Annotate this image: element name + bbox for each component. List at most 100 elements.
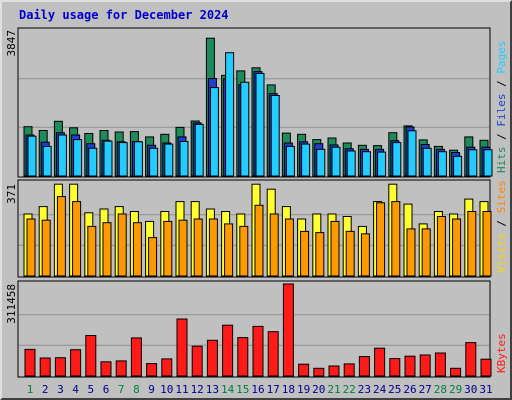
sites-bar-23 [360,233,370,277]
pages-bar-16 [255,73,265,177]
kbytes-bar-25 [389,358,401,377]
kbytes-bar-21 [328,365,340,377]
kbytes-bar-3 [54,357,66,377]
pages-bar-20 [316,148,326,177]
x-tick-label: 29 [449,383,462,396]
x-tick-label: 26 [403,383,416,396]
pages-bar-19 [301,143,311,177]
x-tick-label: 25 [388,383,401,396]
x-tick-label: 16 [251,383,264,396]
kbytes-bar-14 [222,324,234,377]
pages-bar-11 [179,141,189,177]
sites-bar-13 [208,218,218,277]
sites-bar-25 [391,201,401,277]
kbytes-bar-13 [206,339,218,377]
sites-bar-22 [345,230,355,277]
x-tick-label: 2 [42,383,49,396]
kbytes-bar-15 [237,337,249,377]
pages-bar-17 [270,95,280,177]
kbytes-bar-29 [450,367,462,377]
kbytes-bar-9 [146,363,158,377]
x-tick-label: 3 [57,383,64,396]
sites-bar-1 [26,218,36,277]
legend-entry: Pages [495,41,508,74]
sites-bar-10 [163,220,173,277]
pages-bar-24 [377,151,387,177]
middle-y-max-label: 371 [5,184,18,204]
pages-bar-31 [483,149,493,177]
pages-bar-6 [103,140,113,177]
kbytes-bar-12 [191,345,203,377]
sites-bar-2 [41,219,51,277]
pages-bar-23 [361,151,371,177]
x-tick-label: 28 [434,383,447,396]
x-tick-label: 6 [103,383,110,396]
sites-bar-20 [315,232,325,277]
legend-entry: / [495,213,508,233]
pages-bar-9 [149,147,159,177]
kbytes-bar-8 [130,337,142,377]
pages-bar-10 [164,143,174,177]
x-tick-label: 12 [191,383,204,396]
kbytes-bar-31 [480,358,492,377]
legend-entry: Sites [495,180,508,213]
x-tick-label: 24 [373,383,387,396]
sites-bar-4 [72,201,82,277]
pages-bar-13 [209,87,219,177]
pages-bar-5 [88,147,98,177]
sites-bar-15 [239,225,249,277]
x-tick-label: 15 [236,383,249,396]
legend-entry: Hits [495,147,508,174]
pages-bar-30 [468,149,478,177]
pages-bar-8 [133,141,143,177]
sites-bar-12 [193,218,203,277]
x-tick-label: 30 [464,383,477,396]
sites-bar-30 [467,211,477,277]
pages-bar-29 [453,155,463,177]
pages-bar-2 [42,145,52,177]
x-tick-label: 5 [87,383,94,396]
x-tick-label: 27 [419,383,432,396]
pages-bar-12 [194,123,204,177]
legend-entry: KBytes [495,333,508,373]
kbytes-bar-5 [85,335,97,377]
sites-bar-16 [254,204,264,277]
x-tick-label: 11 [175,383,188,396]
x-tick-label: 31 [479,383,492,396]
kbytes-bar-28 [434,352,446,377]
middle-legend: Visits / Sites [495,180,508,273]
pages-bar-4 [73,139,83,177]
sites-bar-7 [117,213,127,277]
pages-bar-14 [225,52,235,177]
kbytes-bar-26 [404,355,416,377]
pages-bar-26 [407,130,417,177]
pages-bar-25 [392,142,402,177]
x-tick-label: 10 [160,383,173,396]
kbytes-bar-4 [70,349,82,377]
bottom-legend: KBytes [495,333,508,373]
x-tick-label: 7 [118,383,125,396]
kbytes-bar-7 [115,360,127,377]
sites-bar-5 [87,225,97,277]
sites-bar-19 [300,230,310,277]
sites-bar-26 [406,228,416,277]
kbytes-bar-27 [419,354,431,377]
kbytes-bar-19 [298,363,310,377]
pages-bar-18 [285,145,295,177]
legend-entry: Visits [495,233,508,273]
top-legend: Hits / Files / Pages [495,41,508,174]
sites-bar-6 [102,222,112,277]
bottom-y-max-label: 311458 [5,284,18,324]
pages-bar-1 [27,135,37,177]
kbytes-bar-2 [39,357,51,377]
kbytes-bar-30 [465,342,477,377]
kbytes-bar-11 [176,318,188,377]
sites-bar-27 [421,228,431,277]
kbytes-bar-1 [24,348,36,377]
x-tick-label: 13 [206,383,219,396]
kbytes-bar-22 [343,363,355,377]
x-tick-label: 20 [312,383,325,396]
sites-bar-8 [132,222,142,277]
legend-entry: / [495,127,508,147]
